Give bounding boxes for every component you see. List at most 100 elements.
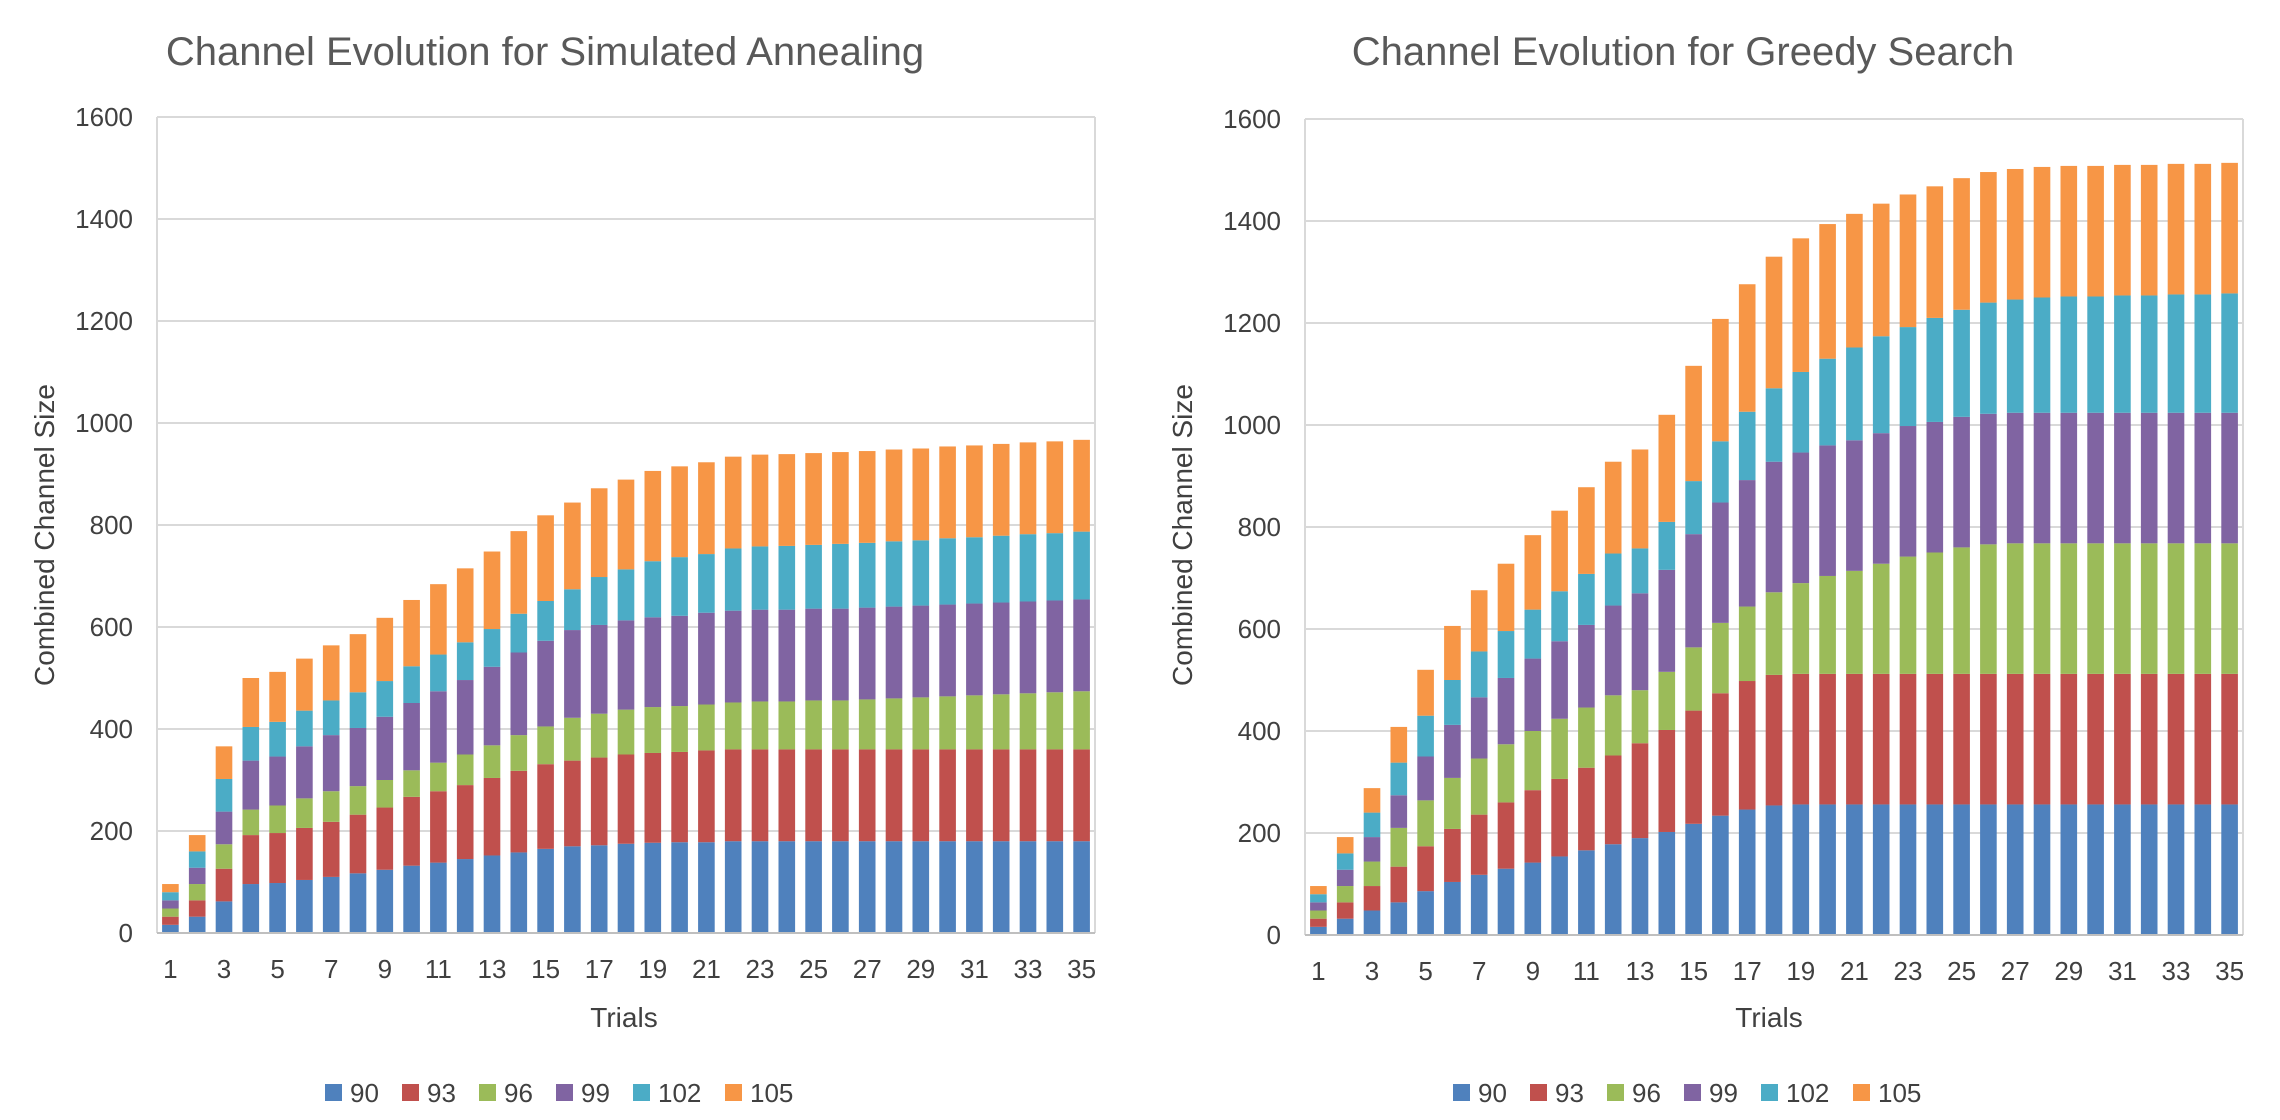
- bar-segment-93-trial-11: [1578, 767, 1595, 851]
- x-tick-label: 29: [906, 954, 935, 984]
- bar-segment-96-trial-26: [832, 700, 849, 750]
- bar-segment-96-trial-23: [751, 701, 769, 750]
- bar-segment-102-trial-19: [644, 561, 662, 618]
- bar-segment-90-trial-30: [2087, 804, 2104, 935]
- bar-segment-96-trial-30: [2087, 543, 2104, 674]
- bar-segment-96-trial-27: [2006, 543, 2024, 674]
- bar-segment-93-trial-2: [188, 900, 206, 917]
- bar-segment-102-trial-26: [832, 543, 849, 609]
- bar-segment-99-trial-35: [2221, 412, 2238, 544]
- x-tick-label: 11: [425, 954, 452, 984]
- bar-segment-105-trial-28: [885, 449, 903, 542]
- bar-segment-102-trial-29: [912, 540, 930, 606]
- bar-segment-105-trial-6: [296, 658, 313, 711]
- bar-segment-99-trial-21: [698, 612, 715, 705]
- bar-segment-90-trial-27: [858, 841, 876, 933]
- y-tick-label: 200: [1238, 818, 1281, 848]
- bar-segment-90-trial-8: [349, 873, 367, 933]
- x-tick-label: 33: [1014, 954, 1043, 984]
- bar-segment-102-trial-5: [269, 721, 286, 757]
- bar-segment-102-trial-14: [1658, 521, 1676, 570]
- legend-swatch-96: [479, 1084, 496, 1101]
- bar-segment-90-trial-23: [751, 841, 769, 933]
- bar-segment-93-trial-32: [2140, 673, 2158, 805]
- bar-segment-93-trial-33: [2167, 673, 2185, 805]
- chart-simulated-annealing: Channel Evolution for Simulated Annealin…: [29, 30, 1096, 1108]
- bar-segment-102-trial-21: [698, 554, 715, 613]
- bar-segment-102-trial-5: [1417, 715, 1434, 757]
- chart-panel-greedy-search: Channel Evolution for Greedy Search Comb…: [1140, 0, 2280, 1120]
- x-tick-label: 17: [585, 954, 614, 984]
- bar-segment-105-trial-19: [644, 470, 662, 562]
- bar-segment-96-trial-35: [2221, 543, 2238, 674]
- bar-segment-105-trial-22: [724, 456, 742, 549]
- bar-segment-105-trial-22: [1872, 203, 1890, 337]
- bar-segment-93-trial-28: [2033, 673, 2051, 805]
- bar-segment-96-trial-32: [992, 694, 1010, 750]
- x-tick-label: 25: [799, 954, 828, 984]
- bar-segment-96-trial-32: [2140, 543, 2158, 674]
- bar-segment-105-trial-12: [456, 568, 474, 643]
- bar-segment-93-trial-3: [215, 868, 233, 902]
- bar-segment-99-trial-27: [858, 607, 876, 700]
- bar-segment-96-trial-1: [162, 908, 179, 917]
- bar-segment-93-trial-10: [403, 796, 420, 866]
- bar-segment-96-trial-16: [1712, 622, 1729, 694]
- bar-segment-90-trial-8: [1497, 868, 1515, 935]
- bar-segment-102-trial-11: [430, 654, 447, 692]
- bar-segment-102-trial-2: [188, 851, 206, 868]
- bar-segment-99-trial-3: [1363, 837, 1381, 862]
- bar-segment-93-trial-15: [1685, 710, 1702, 824]
- bar-segment-99-trial-29: [912, 605, 930, 698]
- bar-segment-90-trial-3: [1363, 910, 1381, 935]
- x-tick-label: 25: [1947, 956, 1976, 986]
- bar-segment-93-trial-26: [1980, 673, 1997, 805]
- bar-segment-102-trial-33: [1019, 534, 1037, 602]
- bar-segment-99-trial-24: [778, 609, 796, 702]
- bar-segment-96-trial-3: [1363, 861, 1381, 887]
- bar-segment-102-trial-22: [724, 548, 742, 611]
- legend-swatch-93: [402, 1084, 419, 1101]
- bar-segment-102-trial-28: [2033, 297, 2051, 413]
- bar-segment-93-trial-6: [296, 827, 313, 880]
- bar-segment-93-trial-9: [1524, 790, 1542, 863]
- legend-label-102: 102: [658, 1078, 701, 1108]
- bar-segment-102-trial-14: [510, 613, 528, 653]
- bar-segment-102-trial-12: [1604, 553, 1622, 606]
- legend-label-105: 105: [750, 1078, 793, 1108]
- bar-segment-105-trial-10: [1551, 510, 1568, 592]
- x-tick-label: 35: [2215, 956, 2244, 986]
- x-tick-label: 23: [1894, 956, 1923, 986]
- bar-segment-99-trial-25: [805, 608, 822, 701]
- bar-segment-93-trial-22: [1872, 673, 1890, 805]
- bar-segment-105-trial-17: [1738, 284, 1756, 412]
- bar-segment-102-trial-11: [1578, 573, 1595, 625]
- y-tick-label: 400: [1238, 716, 1281, 746]
- bar-segment-99-trial-30: [939, 604, 956, 697]
- bar-segment-96-trial-10: [1551, 718, 1568, 779]
- bar-segment-93-trial-1: [162, 916, 179, 925]
- bar-segment-99-trial-28: [2033, 412, 2051, 544]
- bar-segment-99-trial-22: [1872, 433, 1890, 564]
- x-tick-label: 31: [2108, 956, 2137, 986]
- bar-segment-102-trial-8: [1497, 631, 1515, 678]
- bar-segment-96-trial-5: [1417, 800, 1434, 847]
- bar-segment-102-trial-23: [1899, 327, 1917, 427]
- bar-segment-102-trial-33: [2167, 294, 2185, 413]
- bar-segment-99-trial-31: [966, 603, 983, 696]
- bar-segment-105-trial-32: [2140, 164, 2158, 296]
- x-tick-label: 5: [270, 954, 284, 984]
- bar-segment-99-trial-2: [1336, 869, 1354, 887]
- bar-segment-102-trial-23: [751, 546, 769, 610]
- bar-segment-93-trial-16: [564, 760, 581, 847]
- bar-segment-102-trial-8: [349, 692, 367, 728]
- y-tick-label: 800: [1238, 512, 1281, 542]
- bar-segment-99-trial-7: [1470, 697, 1488, 759]
- bar-segment-99-trial-13: [1631, 593, 1649, 691]
- bar-segment-99-trial-2: [188, 867, 206, 885]
- bar-segment-96-trial-18: [1765, 592, 1783, 675]
- bar-segment-102-trial-35: [1073, 531, 1090, 600]
- bar-segment-102-trial-9: [376, 681, 394, 717]
- bar-segment-99-trial-25: [1953, 416, 1970, 548]
- bar-segment-105-trial-30: [939, 446, 956, 539]
